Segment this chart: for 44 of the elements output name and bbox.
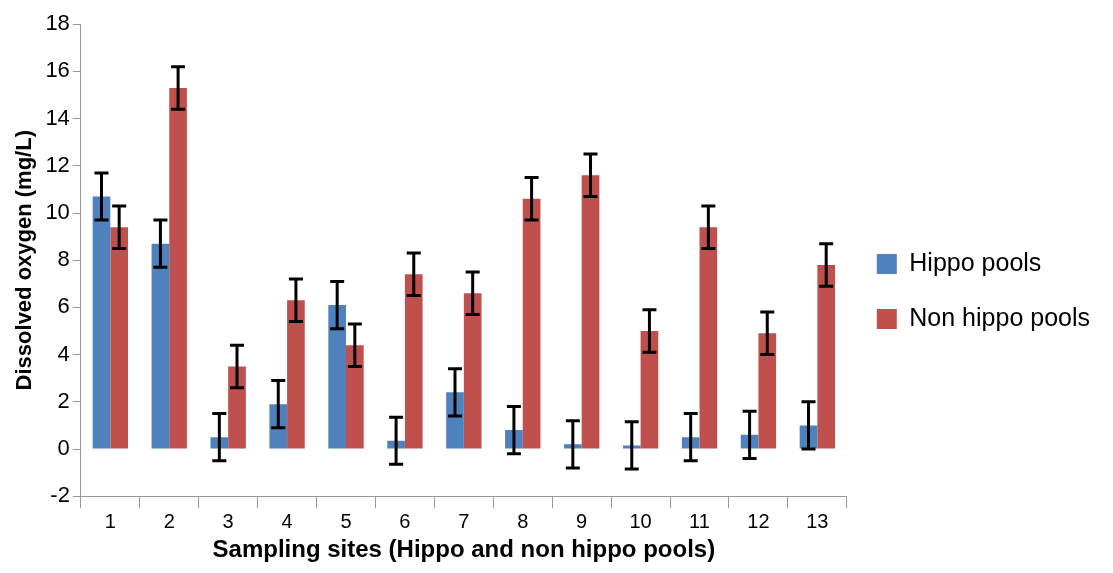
bar	[346, 345, 364, 449]
y-axis-title: Dissolved oxygen (mg/L)	[11, 130, 37, 391]
x-tick-label: 11	[689, 510, 710, 533]
y-tick-label: 18	[45, 10, 70, 36]
x-tick-label: 4	[281, 510, 293, 533]
bar	[758, 333, 777, 449]
y-tick-label: 16	[45, 57, 70, 83]
x-tick-label: 1	[104, 510, 116, 533]
x-tick-label: 2	[163, 510, 175, 533]
x-tick-label: 9	[576, 510, 588, 533]
y-tick-label: 2	[57, 387, 70, 413]
x-tick-label: 5	[340, 510, 352, 533]
bar	[110, 227, 129, 449]
bar	[640, 331, 659, 449]
bar	[463, 293, 482, 449]
y-tick-label: 8	[57, 246, 70, 272]
x-tick-label: 10	[629, 510, 652, 533]
bar	[328, 305, 346, 449]
bar	[228, 366, 246, 449]
y-tick-label: 10	[45, 199, 70, 225]
bar	[817, 264, 836, 449]
bar	[699, 227, 718, 449]
x-tick-label: 13	[806, 510, 829, 533]
bar	[522, 198, 541, 449]
bar	[92, 196, 111, 449]
x-tick-label: 8	[517, 510, 529, 533]
bar	[287, 300, 305, 449]
bar	[169, 87, 187, 449]
bar	[581, 175, 600, 449]
x-axis-title: Sampling sites (Hippo and non hippo pools)	[212, 535, 716, 563]
bar	[151, 243, 170, 449]
x-tick-label: 6	[399, 510, 411, 533]
x-tick-label: 3	[222, 510, 234, 533]
y-tick-label: 4	[57, 340, 70, 366]
y-tick-label: 12	[45, 151, 70, 177]
x-tick-label: 12	[747, 510, 770, 533]
legend-label: Hippo pools	[909, 247, 1042, 276]
x-tick-label: 7	[458, 510, 470, 533]
bar	[404, 274, 423, 449]
legend-label: Non hippo pools	[909, 302, 1091, 331]
y-tick-label: -2	[50, 482, 70, 508]
y-tick-label: 0	[57, 435, 70, 461]
y-tick-label: 14	[45, 104, 70, 130]
y-tick-label: 6	[57, 293, 70, 319]
